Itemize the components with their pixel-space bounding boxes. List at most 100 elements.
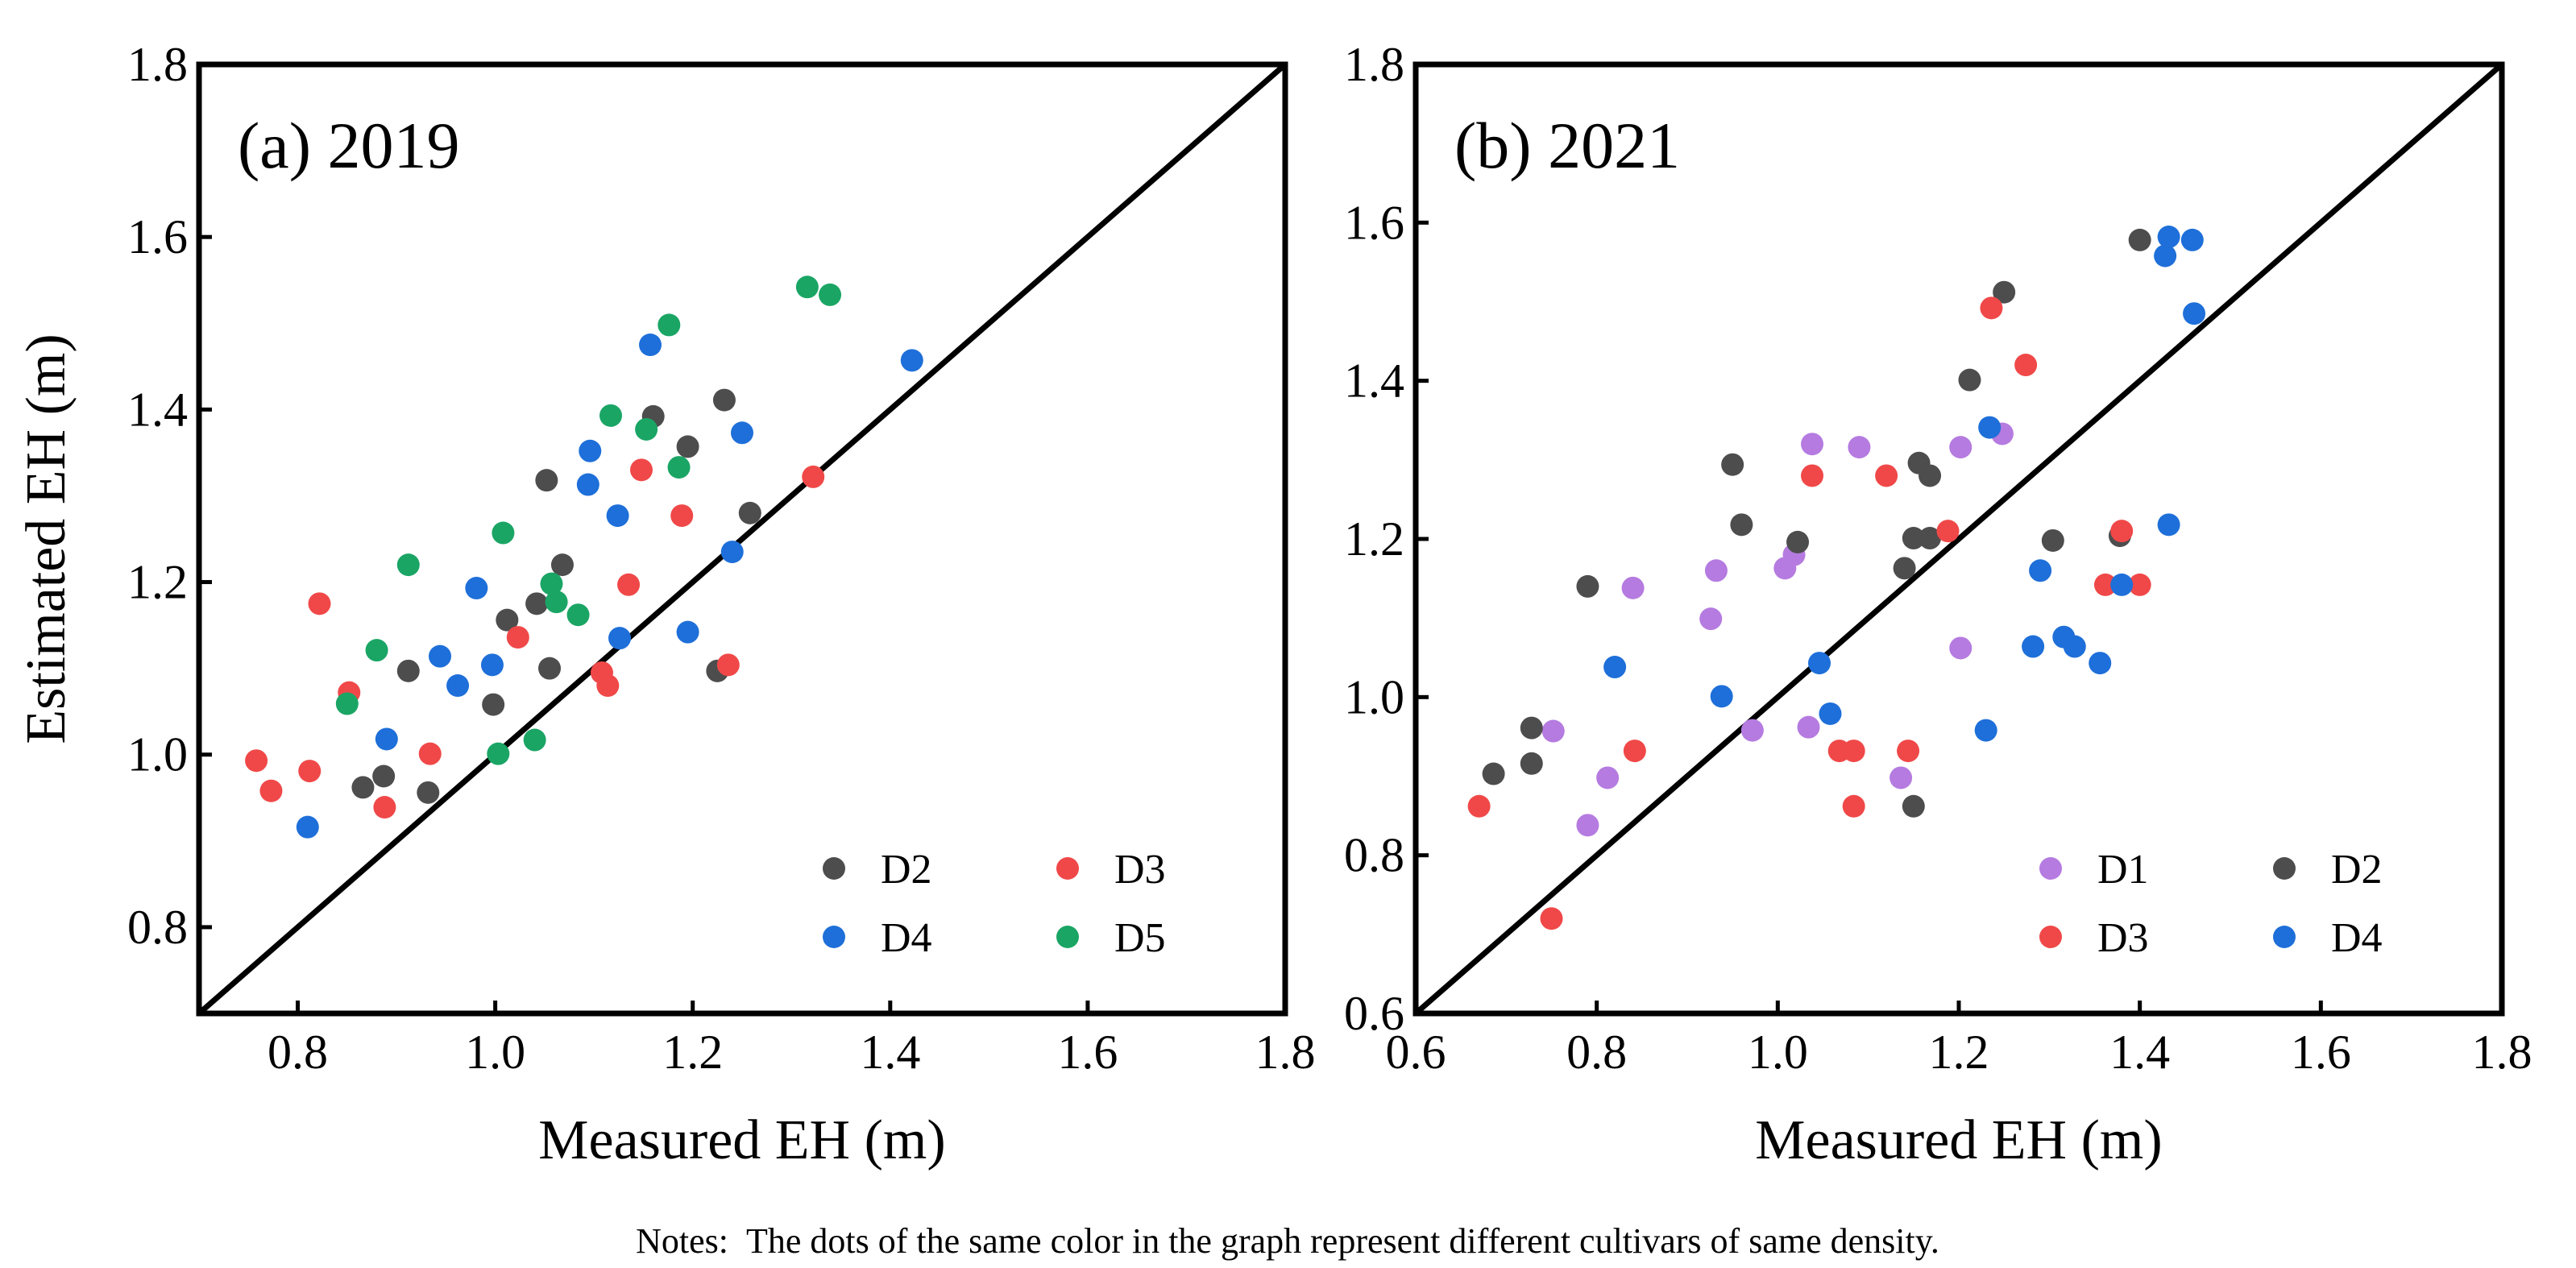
panel-b-point-d3-0 — [1467, 794, 1491, 818]
panel-a-point-d3-5 — [373, 796, 396, 819]
panel-a-x-tick-label-5: 1.8 — [1255, 1026, 1316, 1079]
panel-b-x-tick-label-3: 1.2 — [1929, 1026, 1989, 1079]
panel-a-legend-label-d2: D2 — [881, 847, 932, 893]
figure-notes: Notes: The dots of the same color in the… — [636, 1221, 1939, 1261]
panel-b-point-d4-16 — [2183, 302, 2206, 325]
panel-b-point-d2-1 — [1520, 752, 1543, 775]
panel-b-point-d4-7 — [2029, 559, 2052, 582]
panel-a-one-to-one-line — [199, 64, 1285, 1013]
panel-b-x-tick-label-6: 1.8 — [2472, 1026, 2532, 1079]
panel-a-point-d2-9 — [550, 553, 574, 577]
panel-b-point-d2-12 — [1919, 464, 1942, 487]
panel-b-point-d3-12 — [2093, 573, 2117, 596]
panel-b-point-d2-14 — [1993, 280, 2016, 304]
panel-a-point-d3-13 — [716, 653, 740, 677]
panel-a-point-d2-0 — [351, 776, 375, 799]
panel-b-y-tick-label-6: 1.8 — [1344, 38, 1404, 91]
panel-a-point-d4-5 — [480, 653, 504, 677]
panel-a-x-tick-label-4: 1.6 — [1057, 1026, 1118, 1079]
panel-b-point-d2-15 — [2041, 528, 2064, 552]
panel-a-legend-marker-d4 — [823, 926, 845, 948]
panel-a-series-d5 — [335, 276, 842, 765]
panel-b-point-d1-5 — [1704, 559, 1728, 582]
panel-b-point-d1-10 — [1801, 433, 1824, 456]
panel-b-point-d2-9 — [1902, 794, 1925, 818]
panel-a-point-d2-5 — [496, 608, 519, 632]
panel-a-y-tick-label-1: 1.0 — [127, 728, 188, 781]
panel-a-point-d4-7 — [579, 439, 602, 462]
panel-a-point-d2-11 — [676, 435, 699, 458]
panel-b-point-d1-0 — [1541, 719, 1565, 743]
panel-a-point-d5-10 — [635, 417, 658, 441]
panel-b-legend-marker-d1 — [2039, 857, 2062, 880]
panel-a-point-d5-7 — [545, 590, 568, 614]
panel-b-y-tick-label-5: 1.6 — [1344, 196, 1404, 249]
panel-a-point-d2-1 — [372, 765, 396, 788]
panel-a-point-d2-7 — [535, 469, 558, 492]
panel-a-point-d4-14 — [900, 349, 923, 372]
panel-a-point-d4-9 — [608, 627, 632, 650]
panel-b-point-d2-11 — [1919, 527, 1942, 550]
panel-a-panel-label: (a) 2019 — [238, 109, 460, 182]
panel-a-point-d4-3 — [446, 674, 470, 698]
panel-b-point-d3-6 — [1842, 740, 1865, 763]
panel-b-point-d1-3 — [1621, 576, 1645, 599]
panel-b-panel-label: (b) 2021 — [1454, 109, 1680, 182]
panel-b-point-d3-3 — [1801, 464, 1824, 487]
panel-b-series-d2 — [1482, 228, 2151, 818]
panel-b-point-d3-8 — [1897, 740, 1920, 763]
panel-b-legend-label-d3: D3 — [2097, 915, 2149, 961]
panel-a-y-tick-label-0: 0.8 — [127, 901, 188, 954]
panel-b-point-d2-0 — [1482, 762, 1505, 785]
panel-a-point-d3-10 — [617, 573, 641, 596]
panel-a-point-d4-2 — [429, 644, 452, 668]
panel-b-y-tick-label-3: 1.2 — [1344, 512, 1404, 566]
panel-a-point-d2-8 — [538, 657, 562, 680]
panel-b-point-d4-2 — [1808, 652, 1831, 675]
panel-b-series-d1 — [1541, 422, 2014, 837]
panel-b-point-d2-7 — [1893, 557, 1916, 580]
panel-a-series-d3 — [245, 458, 825, 819]
panel-a-point-d3-0 — [245, 749, 268, 773]
panel-a-point-d5-4 — [492, 521, 515, 545]
panel-b-point-d3-2 — [1623, 740, 1646, 763]
panel-b-point-d2-4 — [1721, 453, 1744, 476]
panel-a-point-d5-8 — [566, 603, 590, 627]
panel-a-legend-label-d5: D5 — [1114, 915, 1166, 961]
panel-a-point-d5-5 — [523, 728, 546, 752]
panel-a-point-d5-13 — [795, 276, 819, 299]
panel-b-legend-marker-d4 — [2273, 926, 2296, 948]
panel-b-point-d4-5 — [1978, 416, 2001, 439]
panel-a-legend: D2 D3 D4 D5 — [823, 847, 1166, 961]
panel-a-point-d2-6 — [525, 592, 549, 615]
panel-b-point-d4-11 — [2110, 573, 2134, 596]
panel-b-point-d3-10 — [1980, 296, 2003, 320]
panel-a-point-d5-1 — [365, 639, 388, 662]
panel-b-point-d1-12 — [1889, 766, 1913, 789]
panel-a-x-tick-label-1: 1.0 — [465, 1026, 525, 1079]
panel-b-point-d3-5 — [1842, 794, 1865, 818]
panel-b-point-d4-6 — [2022, 635, 2045, 658]
panel-a-x-tick-label-3: 1.4 — [860, 1026, 920, 1079]
panel-a-point-d4-1 — [375, 727, 398, 751]
panel-b-x-tick-label-2: 1.0 — [1748, 1026, 1808, 1079]
panel-a-point-d3-1 — [259, 779, 283, 802]
panel-b-point-d3-9 — [1936, 520, 1960, 543]
panel-a-point-d4-10 — [639, 334, 662, 357]
panel-a-point-d2-14 — [738, 501, 761, 524]
panel-a-y-tick-label-5: 1.8 — [127, 38, 188, 91]
panel-b-point-d2-5 — [1730, 513, 1753, 537]
panel-b-point-d4-13 — [2157, 513, 2180, 537]
panel-a-y-axis-title: Estimated EH (m) — [15, 334, 77, 744]
panel-b-chart: 0.6 0.8 1.0 1.2 1.4 1.6 1.8 0.6 0.8 1.0 1.2 1.4 1.6 1… — [1344, 38, 2532, 1171]
panel-b-point-d4-3 — [1819, 702, 1842, 725]
panel-a-series-d4 — [296, 334, 923, 839]
panel-b-point-d1-1 — [1576, 814, 1599, 837]
panel-a-legend-marker-d3 — [1056, 857, 1079, 880]
panel-a-point-d2-2 — [396, 659, 420, 682]
panel-a-point-d5-3 — [487, 742, 510, 765]
panel-a-point-d5-2 — [396, 553, 420, 577]
panel-a-y-tick-label-2: 1.2 — [127, 556, 188, 609]
panel-a-legend-label-d3: D3 — [1114, 847, 1166, 893]
